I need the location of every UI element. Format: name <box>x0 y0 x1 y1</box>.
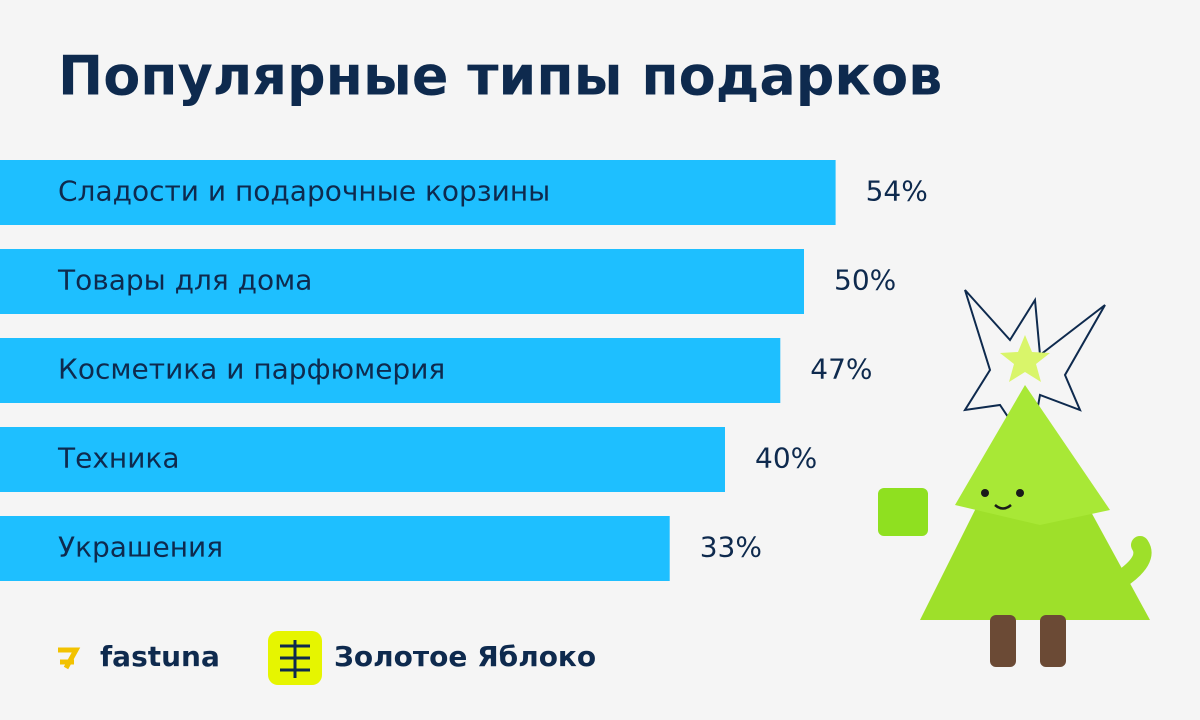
value-label: 54% <box>866 175 928 208</box>
category-label: Техника <box>57 442 179 475</box>
category-label: Товары для дома <box>57 264 312 297</box>
category-label: Сладости и подарочные корзины <box>58 175 550 208</box>
bar <box>0 427 725 492</box>
logo-text: Золотое Яблоко <box>334 640 596 673</box>
category-label: Украшения <box>58 531 223 564</box>
logos: fastuna Золотое Яблоко <box>58 631 596 685</box>
value-label: 33% <box>700 531 762 564</box>
tree-illustration <box>878 289 1152 667</box>
bar <box>0 338 781 403</box>
logo-text: fastuna <box>100 640 220 673</box>
value-label: 47% <box>810 353 872 386</box>
bar <box>0 516 670 581</box>
fastuna-icon <box>58 647 81 670</box>
category-label: Косметика и парфюмерия <box>58 353 445 386</box>
value-label: 50% <box>834 264 896 297</box>
value-label: 40% <box>755 442 817 475</box>
bar <box>0 160 836 225</box>
bar <box>0 249 804 314</box>
chart-title: Популярные типы подарков <box>58 45 942 108</box>
logo-icon-lines <box>280 640 310 678</box>
